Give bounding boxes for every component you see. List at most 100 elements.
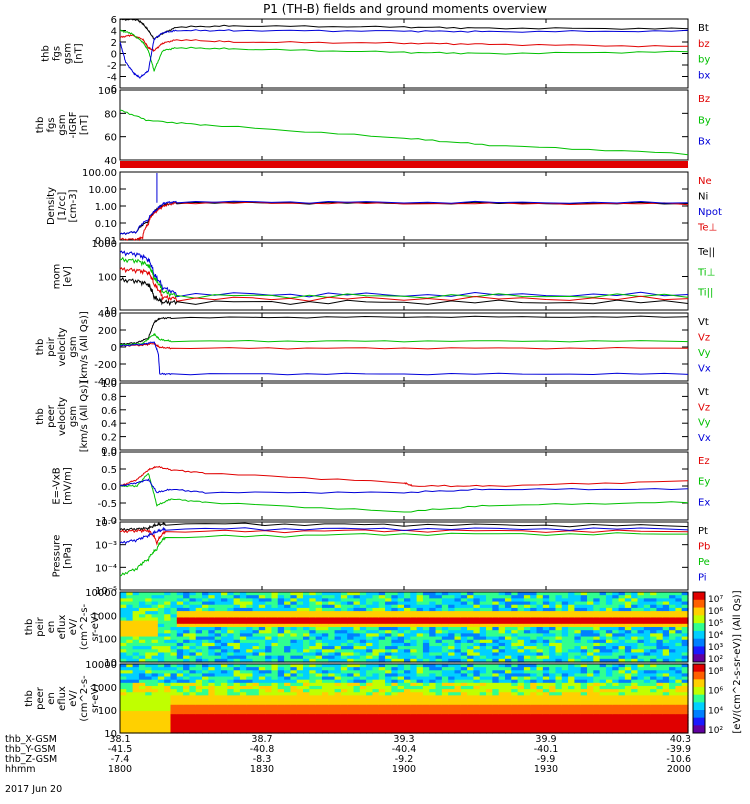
xaxis-value: -39.9 — [666, 744, 691, 755]
ele_spec-cell — [328, 729, 336, 734]
ion_spec-cell — [675, 604, 683, 609]
ion_spec-cell — [618, 604, 626, 609]
ion_spec-cell — [422, 601, 430, 606]
ele_spec-cell — [239, 670, 247, 675]
ele_spec-cell — [202, 711, 209, 715]
ele_spec-cell — [296, 695, 304, 700]
ele_spec-cell — [416, 701, 424, 706]
ele_spec-cell — [258, 707, 266, 712]
ele_spec-cell — [189, 685, 197, 690]
ion_spec-cell — [233, 649, 241, 654]
ele_spec-cell — [523, 711, 531, 715]
ion_spec-cell — [132, 601, 140, 606]
ele_spec-cell — [214, 704, 222, 709]
ele_spec-cell — [296, 714, 304, 718]
ion_spec-cell — [157, 655, 165, 660]
ele_spec-cell — [151, 695, 159, 700]
ele_spec-cell — [429, 704, 437, 709]
ion_spec-cell — [258, 592, 266, 596]
ele_spec-colorbar-tick: 10⁶ — [708, 687, 723, 697]
ion_spec-cell — [328, 598, 336, 603]
ion_spec-cell — [277, 639, 285, 644]
ele_spec-cell — [157, 685, 165, 690]
ele_spec-cell — [504, 695, 512, 700]
ele_spec-cell — [359, 711, 367, 715]
ele_spec-cell — [138, 707, 146, 712]
fgs_small-frame — [119, 18, 689, 89]
ele_spec-cell — [164, 729, 172, 734]
ele_spec-cell — [340, 726, 348, 731]
ion_spec-cell — [460, 617, 468, 622]
ele_spec-cell — [176, 698, 184, 703]
ele_spec-cell — [605, 729, 613, 734]
ele_spec-cell — [258, 664, 266, 668]
ion_spec-cell — [479, 658, 487, 663]
ion_spec-cell — [504, 639, 512, 644]
ion_spec-cell — [561, 611, 569, 615]
ele_spec-cell — [467, 692, 475, 696]
ion_spec-cell — [277, 633, 285, 638]
ion_spec-cell — [296, 642, 304, 647]
ele_spec-cell — [561, 689, 569, 693]
ele_spec-cell — [214, 707, 222, 712]
ion_spec-cell — [252, 611, 260, 615]
ion_spec-cell — [208, 620, 216, 625]
ion_spec-cell — [517, 649, 525, 654]
ion_spec-cell — [675, 652, 683, 657]
ele_spec-cell — [624, 673, 632, 678]
ion_spec-cell — [467, 617, 475, 622]
ion_spec-cell — [126, 646, 134, 650]
ion_spec-cell — [183, 623, 191, 628]
ele_spec-cell — [517, 720, 525, 725]
ion_spec-cell — [599, 649, 607, 654]
ion_spec-cell — [530, 592, 538, 596]
ele_spec-cell — [624, 682, 632, 687]
ion_spec-cell — [340, 620, 348, 625]
ion_spec-cell — [656, 623, 664, 628]
ele_spec-cell — [252, 707, 260, 712]
ion_spec-cell — [669, 617, 676, 622]
ele_spec-cell — [441, 673, 449, 678]
ele_spec-cell — [675, 689, 683, 693]
ele_spec-cell — [454, 714, 462, 718]
ion_spec-cell — [265, 598, 273, 603]
ele_spec-cell — [422, 698, 430, 703]
ion_spec-cell — [151, 646, 159, 650]
ion_spec-cell — [448, 639, 456, 644]
ion_spec-cell — [650, 636, 658, 641]
ele_spec-cell — [397, 667, 405, 671]
ele_spec-cell — [334, 695, 342, 700]
ion_spec-cell — [410, 633, 418, 638]
ele_spec-cell — [214, 695, 222, 700]
ion_spec-cell — [126, 598, 134, 603]
fgs_big-ylabel-line: -IGRF — [68, 111, 79, 138]
ion_spec-cell — [296, 658, 304, 663]
ion_spec-cell — [669, 598, 676, 603]
ele_spec-cell — [328, 723, 336, 728]
ion_spec-cell — [220, 658, 228, 663]
ion_spec-cell — [145, 607, 153, 612]
ion_spec-cell — [347, 658, 355, 663]
ele_spec-cell — [637, 711, 645, 715]
ele_spec-cell — [643, 679, 651, 684]
ion_spec-cell — [662, 617, 670, 622]
ion_spec-cell — [385, 646, 392, 650]
ele_spec-cell — [523, 701, 531, 706]
ion_spec-cell — [536, 639, 544, 644]
ion_spec-cell — [265, 607, 273, 612]
ion_spec-cell — [404, 611, 411, 615]
ion_spec-cell — [170, 620, 178, 625]
ele_spec-cell — [227, 689, 235, 693]
ion_spec-cell — [277, 636, 285, 641]
ion_spec-cell — [164, 601, 172, 606]
ele_spec-cell — [176, 704, 184, 709]
ion_spec-cell — [511, 611, 519, 615]
ele_spec-cell — [391, 717, 399, 722]
ion_spec-cell — [372, 595, 380, 599]
ion_spec-cell — [271, 636, 279, 641]
ion_spec-cell — [549, 655, 557, 660]
ion_spec-cell — [536, 636, 544, 641]
ele_spec-cell — [340, 692, 348, 696]
ele_spec-cell — [511, 720, 519, 725]
ele_spec-cell — [618, 723, 626, 728]
